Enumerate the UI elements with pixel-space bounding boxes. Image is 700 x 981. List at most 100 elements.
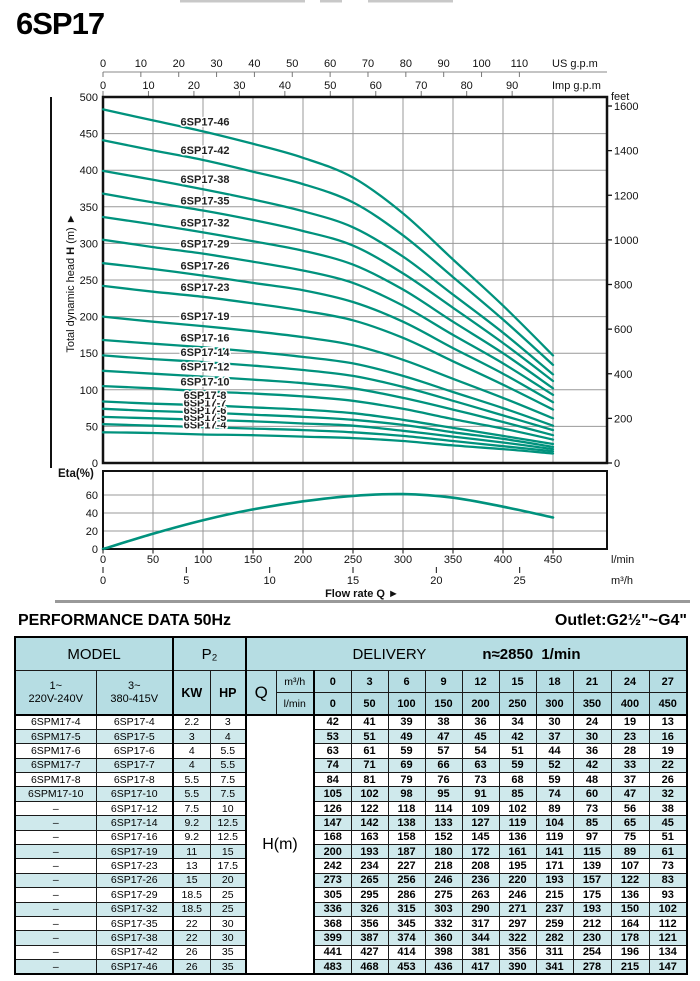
delivery-header: DELIVERY n≈2850 1/min	[245, 636, 688, 671]
h-value: 164	[610, 915, 650, 932]
eta-axis-label: Eta(%)	[58, 468, 94, 480]
h-value: 259	[535, 915, 574, 932]
h-value: 322	[498, 930, 537, 946]
svg-text:150: 150	[244, 554, 262, 566]
kw-value: 18.5	[172, 887, 211, 903]
h-value: 38	[424, 714, 463, 730]
phase-3-label: 3~	[127, 679, 141, 692]
model-1ph: 6SPM17-6	[14, 743, 97, 759]
h-value: 236	[461, 872, 500, 889]
h-value: 68	[498, 772, 537, 788]
svg-text:10: 10	[142, 80, 154, 92]
curve-6SP17-35	[101, 192, 555, 383]
curve-label-6SP17-29: 6SP17-29	[181, 239, 230, 251]
svg-text:400: 400	[80, 165, 98, 177]
svg-text:40: 40	[248, 58, 260, 70]
table-row: 6SPM17-4 6SP17-4 2.2 3 H(m) 42 41 39 38 36 34 30 24 1…	[14, 714, 688, 975]
h-value: 368	[313, 915, 352, 932]
kw-value: 7.5	[172, 800, 211, 817]
kw-value: 22	[172, 915, 211, 932]
outlet-spec: Outlet:G2½"~G4"	[554, 612, 687, 629]
h-value: 282	[535, 930, 574, 946]
model-3ph: 6SP17-12	[95, 800, 174, 817]
hp-value: 25	[209, 887, 247, 903]
head-y-axis: 0 50 100 150 200 250 300 350 400 450 500 Total dyna…	[50, 92, 98, 470]
table-row: –6SP17-29 18.5 25 305 295 286 275 263 246 215 175 1…	[14, 887, 688, 903]
lmin-header-value: 450	[648, 692, 688, 716]
h-value: 387	[350, 930, 389, 946]
m3h-header-value: 0	[313, 670, 352, 693]
h-value: 61	[648, 844, 688, 860]
h-value: 32	[648, 786, 688, 802]
table-row: –6SP17-23 13 17.5 242 234 227 218 208 195 171 139 1…	[14, 858, 688, 874]
h-value: 34	[498, 714, 537, 730]
h-value: 59	[387, 743, 426, 759]
h-value: 317	[461, 915, 500, 932]
model-1ph: –	[14, 815, 97, 831]
lmin-header-value: 100	[387, 692, 426, 716]
svg-text:0: 0	[92, 544, 98, 556]
h-value: 398	[424, 944, 463, 961]
h-value: 36	[461, 714, 500, 730]
flow-rate-label-group: Flow rate Q ►	[325, 588, 399, 600]
svg-text:450: 450	[80, 129, 98, 141]
hp-value: 25	[209, 901, 247, 917]
head-chart-frame	[101, 95, 609, 465]
h-value: 441	[313, 944, 352, 961]
h-value: 104	[535, 815, 574, 831]
h-value: 200	[313, 844, 352, 860]
hp-value: 5.5	[209, 757, 247, 774]
h-value: 71	[350, 757, 389, 774]
model-3ph: 6SP17-19	[95, 844, 174, 860]
h-value: 230	[572, 930, 612, 946]
h-value: 49	[387, 728, 426, 745]
h-value: 52	[535, 757, 574, 774]
lmin-header-value: 300	[535, 692, 574, 716]
curve-6SP17-19	[101, 315, 555, 420]
h-value: 344	[461, 930, 500, 946]
h-value: 345	[387, 915, 426, 932]
lmin-header-value: 400	[610, 692, 650, 716]
h-value: 91	[461, 786, 500, 802]
h-value: 175	[572, 887, 612, 903]
efficiency-curve	[101, 492, 555, 551]
h-value: 332	[424, 915, 463, 932]
h-value: 26	[648, 772, 688, 788]
h-value: 63	[313, 743, 352, 759]
h-value: 74	[313, 757, 352, 774]
curve-6SP17-42	[101, 139, 555, 367]
svg-text:25: 25	[514, 575, 526, 587]
h-value: 436	[424, 959, 463, 975]
curve-6SP17-38	[101, 169, 555, 376]
h-value: 138	[387, 815, 426, 831]
eta-y-axis: Eta(%) 0 20 40 60	[58, 468, 98, 556]
model-1ph: –	[14, 829, 97, 846]
m3h-header-value: 18	[535, 670, 574, 693]
svg-text:110: 110	[511, 58, 529, 70]
curve-label-6SP17-32: 6SP17-32	[181, 217, 230, 229]
kw-value: 4	[172, 757, 211, 774]
speed-label: n≈2850 1/min	[482, 645, 581, 663]
h-value: 163	[350, 829, 389, 846]
h-value: 468	[350, 959, 389, 975]
svg-text:0: 0	[100, 554, 106, 566]
h-value: 208	[461, 858, 500, 874]
curve-6SP17-26	[101, 262, 555, 404]
page-title: 6SP17	[16, 6, 105, 41]
h-value: 273	[313, 872, 352, 889]
model-3ph: 6SP17-6	[95, 743, 174, 759]
h-value: 172	[461, 844, 500, 860]
model-3ph: 6SP17-29	[95, 887, 174, 903]
svg-text:1400: 1400	[614, 146, 638, 158]
h-value: 147	[648, 959, 688, 975]
curve-6SP17-16	[101, 338, 555, 427]
svg-text:600: 600	[614, 324, 632, 336]
hp-value: 17.5	[209, 858, 247, 874]
h-value: 36	[572, 743, 612, 759]
h-value: 102	[498, 800, 537, 817]
svg-text:400: 400	[494, 554, 512, 566]
svg-text:0: 0	[100, 58, 106, 70]
h-value: 84	[313, 772, 352, 788]
h-value: 193	[535, 872, 574, 889]
m3h-header-value: 24	[610, 670, 650, 693]
